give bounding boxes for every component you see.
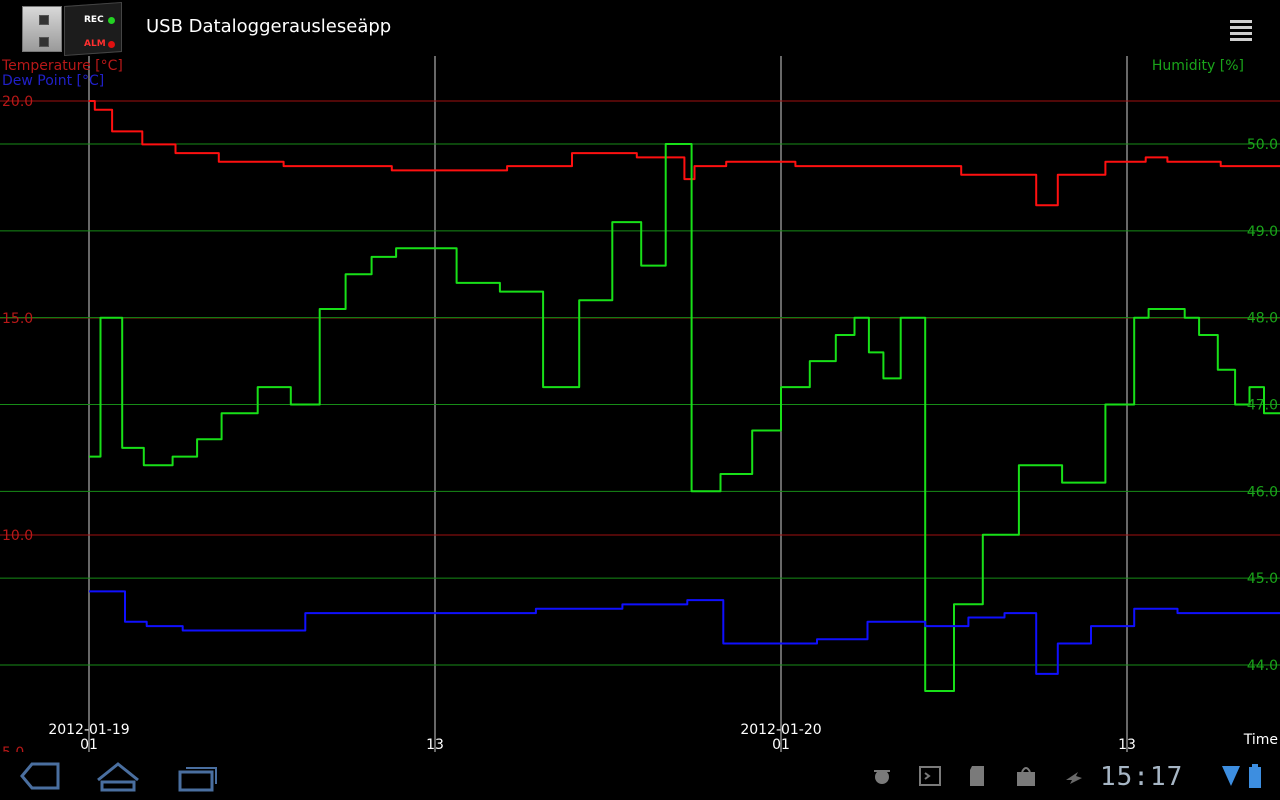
- home-icon: [97, 762, 139, 792]
- humidity-tick-label: 50.0: [1247, 137, 1278, 153]
- overflow-menu-button[interactable]: [1224, 12, 1258, 46]
- signal-icon: [1222, 766, 1240, 786]
- menu-icon-bar: [1230, 26, 1252, 29]
- back-icon: [20, 762, 60, 790]
- humidity-tick-label: 44.0: [1247, 658, 1278, 674]
- temp-tick-label: 20.0: [2, 94, 33, 110]
- home-button[interactable]: [92, 758, 148, 794]
- x-tick-label: 13: [1118, 737, 1136, 752]
- humidity-tick-label: 49.0: [1247, 224, 1278, 240]
- rec-label: REC: [84, 15, 104, 25]
- notification-icon: [1066, 772, 1082, 784]
- x-date-label: 2012-01-20: [740, 722, 821, 738]
- back-button[interactable]: [14, 758, 70, 794]
- app-logo-icon: REC ALM: [22, 1, 122, 57]
- menu-icon-bar: [1230, 32, 1252, 35]
- axis-labels: 01 13 01 13 2012-01-19 2012-01-20 Time 20.0 15.0…: [1, 58, 1278, 752]
- x-tick-label: 13: [426, 737, 444, 752]
- device-button: [39, 15, 49, 25]
- terminal-icon: [919, 766, 941, 786]
- alm-led-icon: [108, 41, 115, 48]
- rec-led-icon: [108, 17, 115, 24]
- series-lines: [89, 100, 1280, 692]
- temp-tick-label: 10.0: [2, 528, 33, 544]
- sd-card-icon: [970, 766, 984, 786]
- humidity-series-line: [89, 143, 1280, 692]
- dew-series-line: [89, 590, 1280, 675]
- temp-tick-label: 5.0: [2, 745, 24, 752]
- temperature-axis-title: Temperature [°C]: [1, 58, 123, 74]
- battery-icon: [1249, 764, 1261, 788]
- datalogger-chart[interactable]: 01 13 01 13 2012-01-19 2012-01-20 Time 20.0 15.0…: [0, 56, 1280, 752]
- action-bar: REC ALM USB Dataloggerausleseäpp: [0, 0, 1280, 57]
- x-tick-label: 01: [772, 737, 790, 752]
- device-graphic: [22, 6, 62, 52]
- menu-icon-bar: [1230, 38, 1252, 41]
- recent-apps-icon: [178, 767, 217, 792]
- x-axis-title: Time: [1243, 732, 1278, 748]
- temp-tick-label: 15.0: [2, 311, 33, 327]
- chart-svg[interactable]: 01 13 01 13 2012-01-19 2012-01-20 Time 20.0 15.0…: [0, 56, 1280, 752]
- humidity-tick-label: 47.0: [1247, 397, 1278, 413]
- debug-icon: [874, 770, 890, 784]
- status-clock: 15:17: [1100, 762, 1184, 792]
- x-tick-label: 01: [80, 737, 98, 752]
- device-button: [39, 37, 49, 47]
- humidity-tick-label: 46.0: [1247, 484, 1278, 500]
- recent-apps-button[interactable]: [176, 758, 232, 794]
- shopping-bag-icon: [1017, 767, 1035, 786]
- temperature-series-line: [89, 100, 1280, 207]
- menu-icon-bar: [1230, 20, 1252, 23]
- system-nav-bar: 15:17: [0, 752, 1280, 800]
- humidity-axis-title: Humidity [%]: [1152, 58, 1244, 74]
- alm-label: ALM: [84, 39, 106, 49]
- dew-point-axis-title: Dew Point [°C]: [2, 73, 104, 89]
- humidity-tick-label: 45.0: [1247, 571, 1278, 587]
- humidity-tick-label: 48.0: [1247, 311, 1278, 327]
- app-title: USB Dataloggerausleseäpp: [146, 16, 392, 37]
- x-date-label: 2012-01-19: [48, 722, 129, 738]
